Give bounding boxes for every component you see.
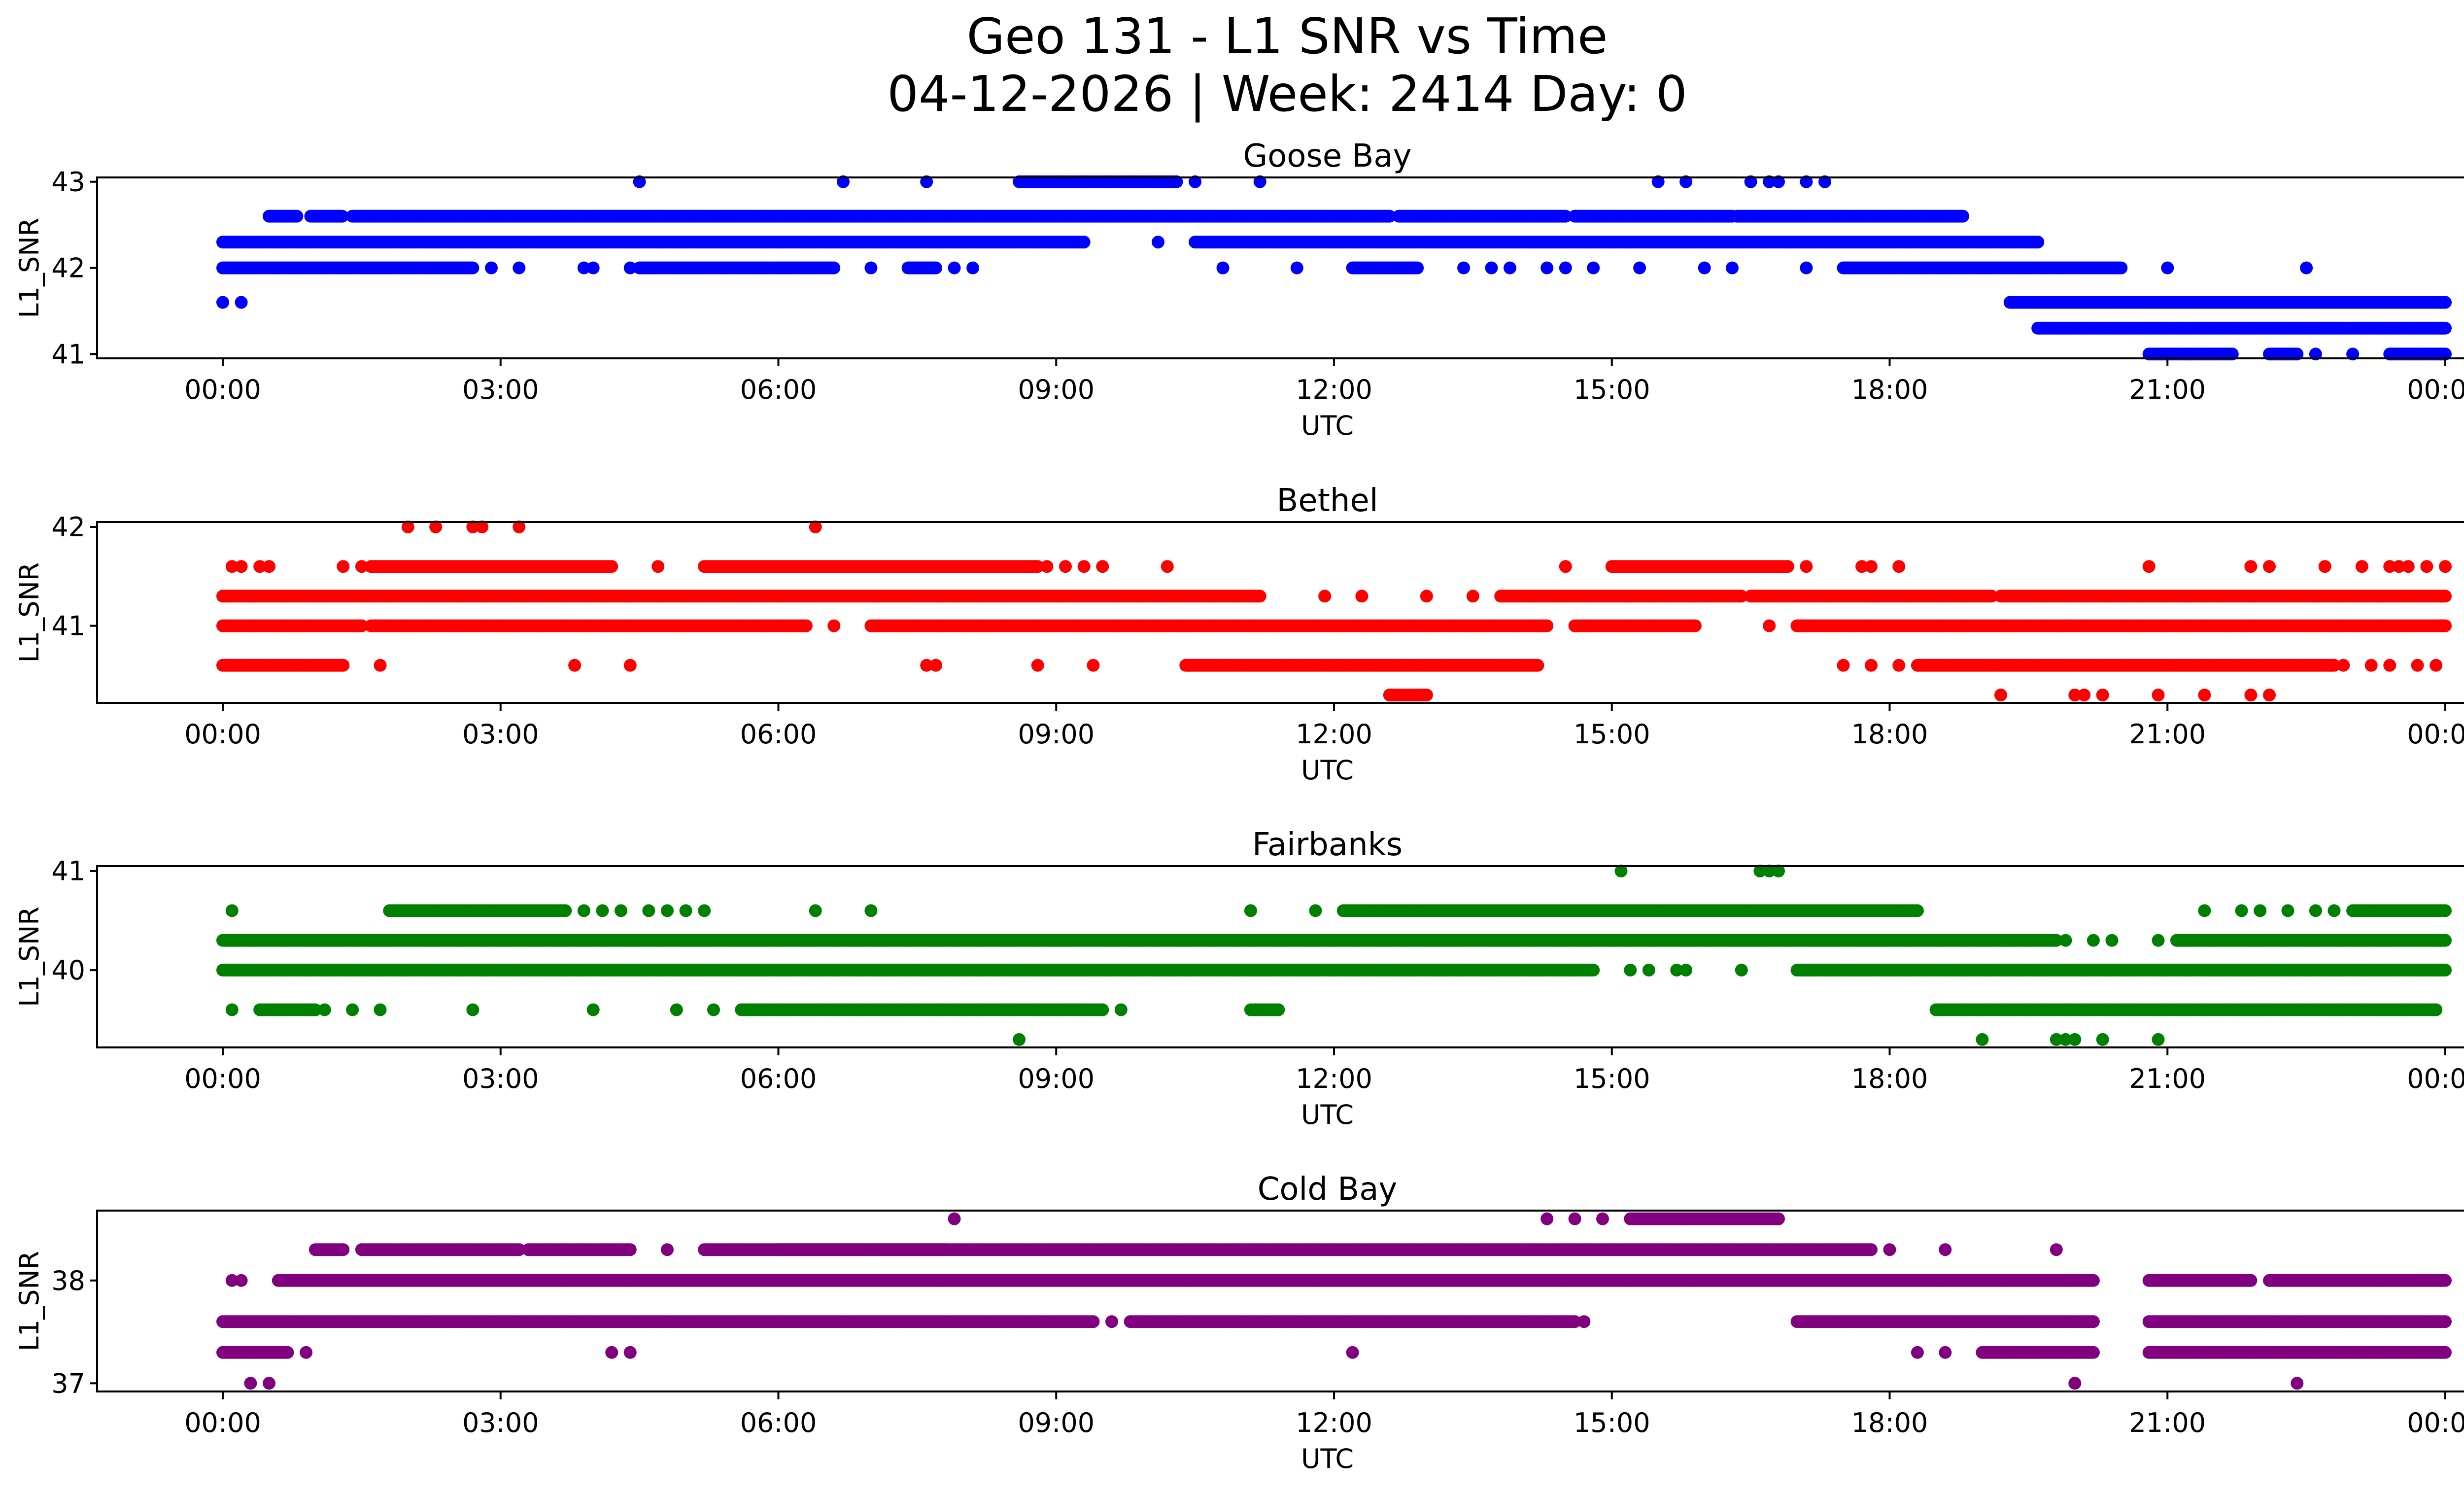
data-point: [290, 209, 304, 223]
x-tick-label: 12:00: [1296, 374, 1372, 405]
data-point: [1559, 209, 1572, 223]
data-point: [1726, 261, 1739, 275]
data-point: [2115, 261, 2128, 275]
data-point: [1457, 261, 1471, 275]
data-point: [586, 261, 600, 275]
data-point: [966, 261, 980, 275]
panel-title: Goose Bay: [1243, 138, 1412, 174]
data-point: [1485, 261, 1498, 275]
panel-title: Bethel: [1276, 483, 1378, 519]
data-point: [605, 560, 618, 573]
data-point: [1504, 261, 1516, 275]
figure-title: Geo 131 - L1 SNR vs Time: [967, 7, 1608, 65]
scatter-series: [216, 175, 2452, 361]
x-axis-label: UTC: [1301, 410, 1354, 441]
data-point: [1152, 236, 1164, 249]
panel-goose-bay: Goose Bay 41 42 43 00:00 03:00 06:00 09:00 12:00…: [14, 138, 2464, 441]
data-point: [1383, 209, 1396, 223]
data-point: [235, 296, 248, 309]
data-point: [2439, 296, 2452, 309]
x-tick-label: 06:00: [740, 374, 817, 405]
x-tick-label: 03:00: [462, 374, 539, 405]
data-point: [2439, 590, 2452, 603]
data-point: [1253, 590, 1266, 603]
data-point: [1216, 261, 1230, 275]
data-point: [2439, 321, 2452, 335]
data-point: [948, 261, 961, 275]
y-axis-label: L1_SNR: [14, 218, 45, 318]
data-point: [1698, 261, 1711, 275]
data-point: [929, 261, 942, 275]
x-tick-label: 09:00: [1018, 374, 1095, 405]
x-tick-label: 00:00: [2407, 374, 2464, 405]
data-point: [799, 619, 813, 632]
figure-subtitle: 04-12-2026 | Week: 2414 Day: 0: [887, 65, 1687, 123]
data-point: [1411, 261, 1424, 275]
x-tick-label: 18:00: [1851, 374, 1928, 405]
data-point: [1077, 236, 1091, 249]
data-point: [864, 261, 878, 275]
y-tick-label: 41: [51, 339, 85, 370]
data-point: [336, 209, 349, 223]
y-tick-label: 42: [51, 253, 85, 284]
scatter-series: [216, 521, 2452, 701]
data-point: [1587, 261, 1600, 275]
data-point: [513, 261, 526, 275]
data-point: [216, 296, 229, 309]
data-point: [1318, 590, 1332, 603]
y-tick-label: 43: [51, 167, 85, 198]
x-tick-label: 21:00: [2129, 374, 2206, 405]
data-point: [1800, 261, 1813, 275]
data-point: [1633, 261, 1646, 275]
data-point: [1170, 175, 1183, 188]
data-point: [2031, 236, 2045, 249]
x-tick-label: 15:00: [1574, 374, 1650, 405]
data-point: [2300, 261, 2313, 275]
data-point: [2161, 261, 2174, 275]
data-point: [623, 261, 637, 275]
data-point: [827, 261, 841, 275]
x-tick-label: 00:00: [184, 374, 261, 405]
data-point: [485, 261, 498, 275]
data-point: [1290, 261, 1303, 275]
data-point: [1559, 261, 1572, 275]
data-point: [1781, 560, 1794, 573]
data-point: [1956, 209, 1969, 223]
data-point: [466, 261, 479, 275]
data-point: [1540, 261, 1554, 275]
